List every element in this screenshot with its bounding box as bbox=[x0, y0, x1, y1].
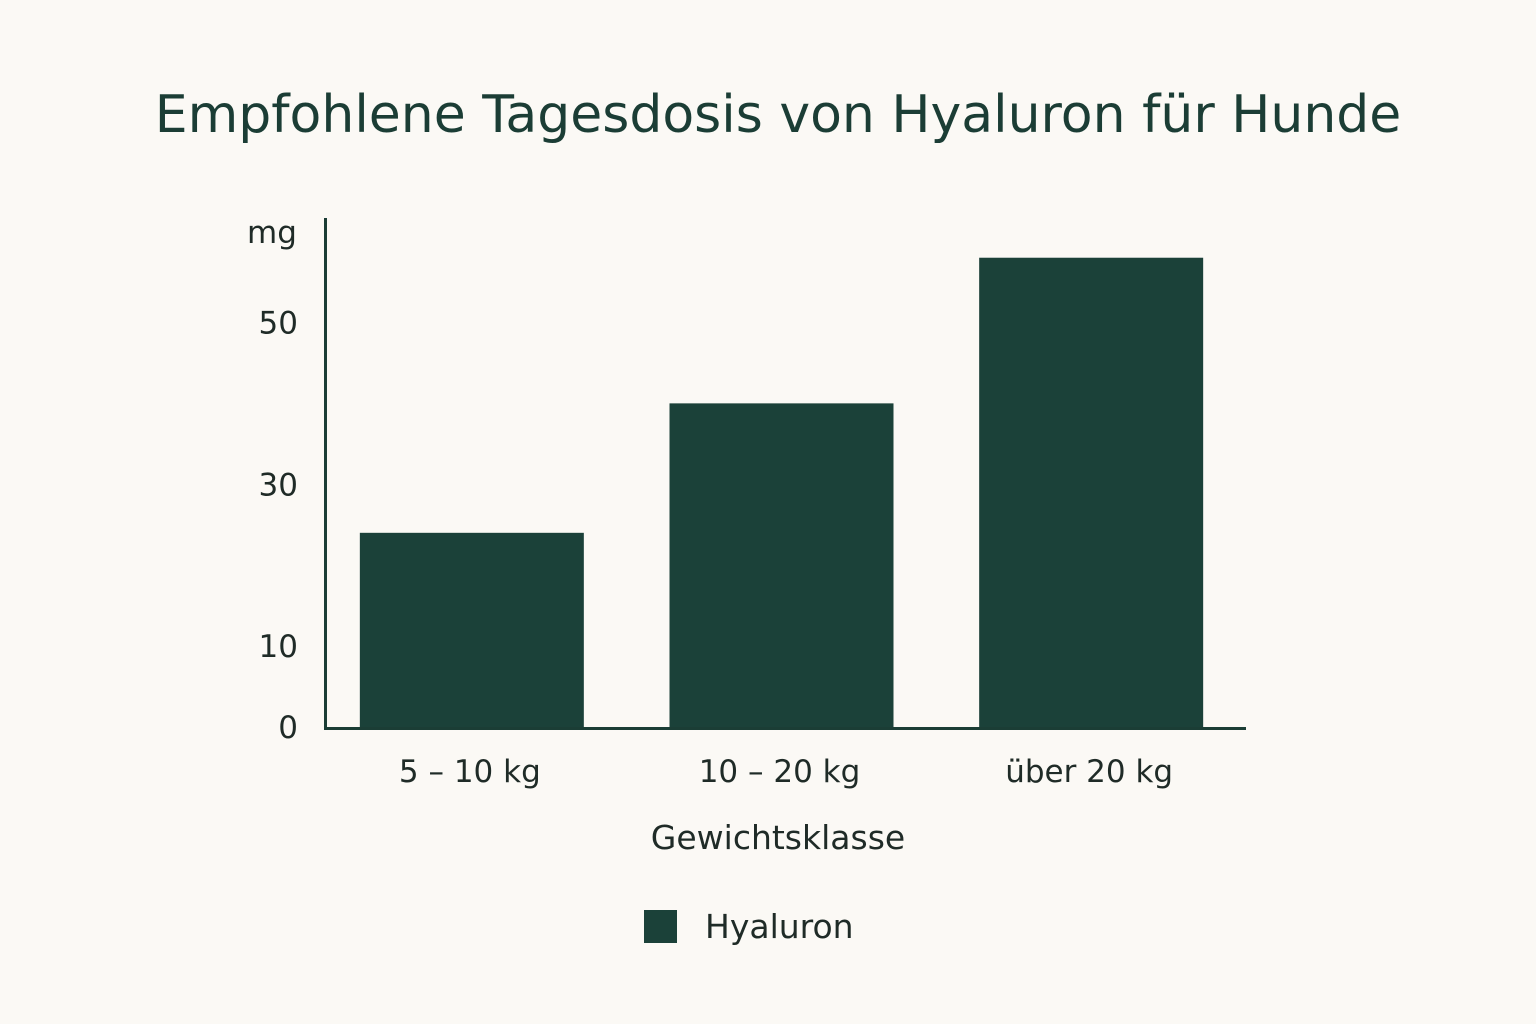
x-axis-ticks: 5 – 10 kg 10 – 20 kg über 20 kg bbox=[399, 754, 1173, 790]
x-tick-label: 10 – 20 kg bbox=[699, 754, 861, 790]
x-axis-label: Gewichtsklasse bbox=[651, 818, 905, 857]
y-tick-label: 0 bbox=[278, 710, 298, 746]
bar bbox=[359, 532, 584, 727]
x-tick-label: über 20 kg bbox=[1005, 754, 1173, 790]
legend: Hyaluron bbox=[644, 907, 854, 946]
legend-label: Hyaluron bbox=[705, 907, 854, 946]
bar bbox=[979, 257, 1204, 727]
y-tick-label: 30 bbox=[259, 467, 298, 503]
chart-title: Empfohlene Tagesdosis von Hyaluron für H… bbox=[155, 85, 1402, 145]
y-axis-ticks: 0 10 30 50 bbox=[259, 305, 298, 746]
bars bbox=[359, 257, 1204, 727]
x-tick-label: 5 – 10 kg bbox=[399, 754, 541, 790]
bar bbox=[669, 403, 894, 727]
legend-swatch bbox=[644, 910, 677, 943]
y-tick-label: 10 bbox=[259, 629, 298, 665]
y-axis-unit-label: mg bbox=[247, 215, 297, 251]
y-tick-label: 50 bbox=[259, 305, 298, 341]
